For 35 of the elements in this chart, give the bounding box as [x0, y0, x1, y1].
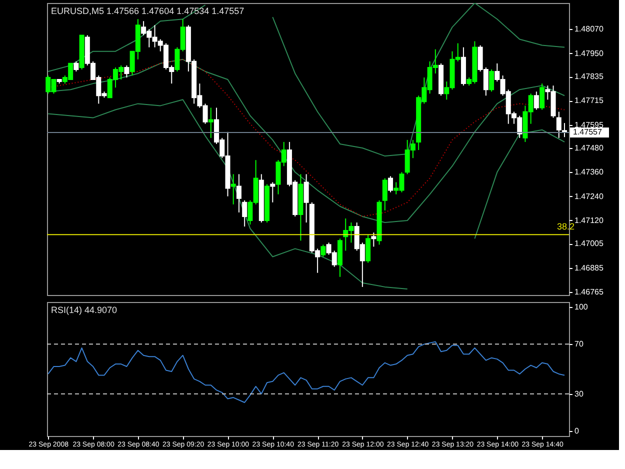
chart-title: RSI(14) 44.9070	[51, 305, 118, 315]
candlestick	[208, 107, 214, 138]
candlestick	[534, 91, 539, 110]
y-tick-label: 1.46885	[574, 263, 604, 272]
y-tick-label: 1.48070	[574, 24, 604, 34]
y-tick-label: 1.47240	[574, 192, 604, 201]
candlestick	[304, 174, 309, 224]
line-series	[48, 341, 566, 403]
y-tick-label: 0	[574, 426, 580, 436]
candlestick	[74, 60, 79, 72]
candlestick	[270, 182, 276, 203]
candlestick	[124, 64, 130, 78]
candlestick	[320, 244, 326, 258]
y-tick-label: 1.47120	[574, 216, 604, 225]
y-tick-label: 1.47835	[574, 72, 604, 82]
y-tick-label: 1.47950	[574, 48, 604, 58]
y-tick-label: 100	[574, 302, 588, 312]
candlestick	[236, 174, 242, 213]
y-tick-label: 1.47715	[574, 96, 604, 106]
candlestick	[242, 200, 248, 228]
y-tick-label: 1.47480	[574, 143, 604, 152]
candlestick	[366, 234, 371, 264]
candlestick	[371, 232, 376, 248]
y-tick-label: 1.47595	[574, 120, 604, 130]
candlestick	[540, 83, 545, 110]
candlestick	[230, 174, 236, 205]
y-tick-label: 70	[574, 340, 584, 349]
y-tick-label: 1.46765	[574, 287, 604, 296]
ref-line-label: 1.47557	[573, 127, 602, 136]
y-tick-label: 1.47360	[574, 168, 604, 177]
candlestick	[382, 178, 388, 211]
y-tick-label: 30	[574, 389, 584, 398]
candlestick	[489, 68, 494, 92]
y-tick-label: 1.47005	[574, 239, 604, 248]
candlestick	[388, 176, 394, 193]
